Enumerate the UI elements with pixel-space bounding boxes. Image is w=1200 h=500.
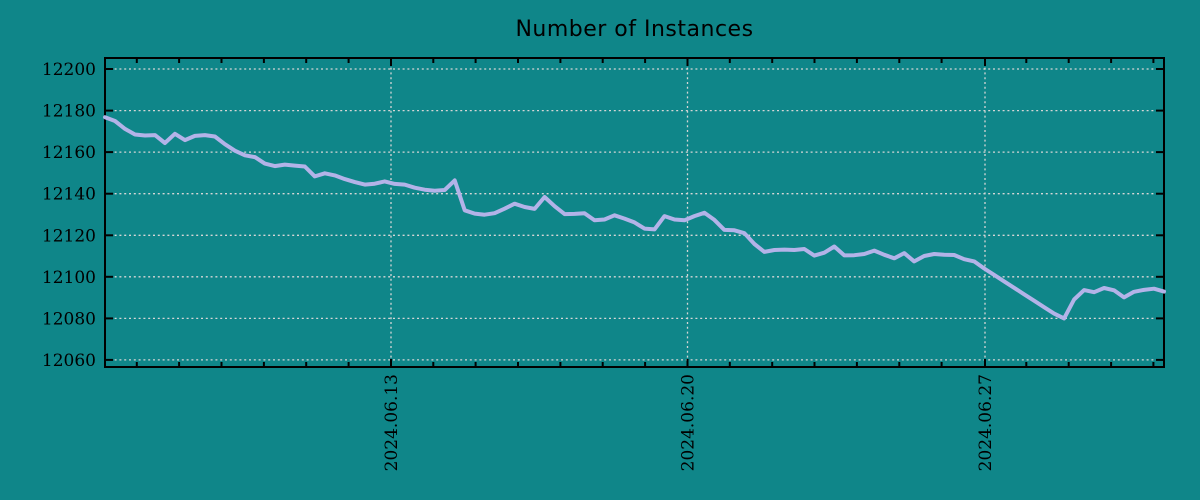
x-tick-label: 2024.06.20 [678, 374, 698, 471]
y-tick-label: 12060 [42, 351, 96, 371]
plot-border [104, 57, 1165, 368]
data-line-instances [103, 115, 1166, 321]
y-tick-label: 12160 [42, 143, 96, 163]
y-tick-label: 12080 [42, 309, 96, 329]
x-tick-label: 2024.06.27 [976, 374, 996, 471]
y-tick-label: 12180 [42, 102, 96, 122]
chart-title: Number of Instances [515, 17, 754, 42]
y-tick-label: 12140 [42, 185, 96, 205]
y-tick-label: 12100 [42, 268, 96, 288]
x-tick-label: 2024.06.13 [382, 374, 402, 471]
y-tick-label: 12200 [42, 60, 96, 80]
y-tick-label: 12120 [42, 226, 96, 246]
